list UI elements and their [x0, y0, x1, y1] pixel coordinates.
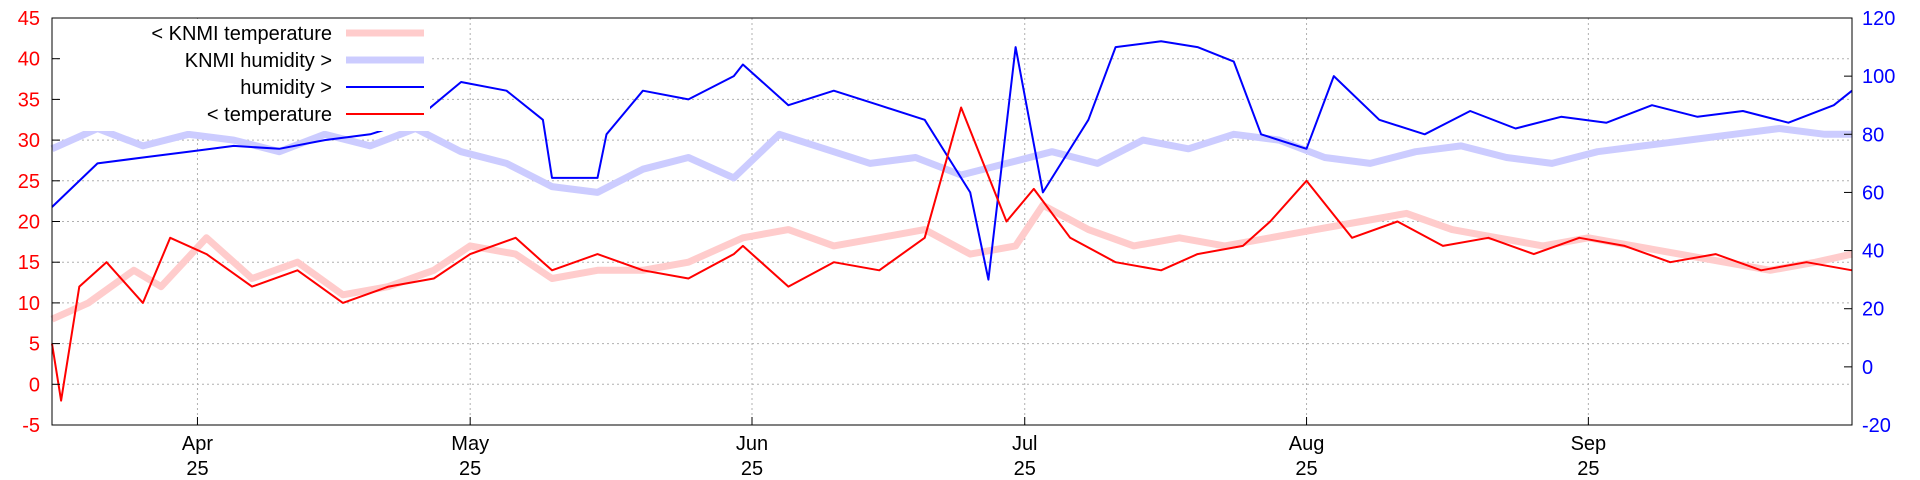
left-tick-label: 10	[18, 293, 40, 315]
legend: < KNMI temperature KNMI humidity > humidit…	[60, 19, 430, 131]
x-tick-day: 25	[1577, 458, 1599, 480]
x-tick-day: 25	[1295, 458, 1317, 480]
left-tick-label: 30	[18, 130, 40, 152]
right-axis: -20 0 20 40 60 80 100 120	[1844, 8, 1895, 437]
x-tick-day: 25	[459, 458, 481, 480]
left-tick-label: 35	[18, 89, 40, 111]
left-axis: -5 0 5 10 15 20 25 30 35 40 45	[18, 8, 60, 437]
left-tick-label: 5	[29, 334, 40, 356]
left-tick-label: 0	[29, 374, 40, 396]
x-tick-month: Apr	[182, 433, 213, 455]
right-tick-label: 100	[1862, 66, 1895, 88]
legend-box	[60, 19, 430, 131]
left-tick-label: -5	[22, 415, 40, 437]
series-line-3	[51, 106, 1853, 402]
x-tick-month: Jun	[736, 433, 768, 455]
series-line-0	[50, 201, 1853, 323]
legend-label: < temperature	[207, 104, 332, 126]
left-tick-label: 15	[18, 252, 40, 274]
legend-label: humidity >	[240, 77, 332, 99]
legend-label: < KNMI temperature	[151, 23, 332, 45]
left-tick-label: 45	[18, 8, 40, 30]
right-tick-label: 20	[1862, 299, 1884, 321]
right-tick-label: 120	[1862, 8, 1895, 30]
x-tick-day: 25	[741, 458, 763, 480]
left-tick-label: 20	[18, 212, 40, 234]
x-tick-month: Jul	[1012, 433, 1038, 455]
right-tick-label: 40	[1862, 241, 1884, 263]
x-axis: Apr 25 May 25 Jun 25 Jul 25 Aug 25 Sep 25	[182, 417, 1606, 480]
right-tick-label: 0	[1862, 357, 1873, 379]
legend-label: KNMI humidity >	[185, 50, 332, 72]
series-line-1	[50, 125, 1852, 196]
right-tick-label: -20	[1862, 415, 1891, 437]
x-tick-month: Aug	[1289, 433, 1325, 455]
x-tick-day: 25	[186, 458, 208, 480]
right-tick-label: 80	[1862, 124, 1884, 146]
right-tick-label: 60	[1862, 182, 1884, 204]
left-tick-label: 40	[18, 49, 40, 71]
x-tick-month: May	[451, 433, 489, 455]
x-tick-day: 25	[1014, 458, 1036, 480]
left-tick-label: 25	[18, 171, 40, 193]
x-tick-month: Sep	[1571, 433, 1607, 455]
